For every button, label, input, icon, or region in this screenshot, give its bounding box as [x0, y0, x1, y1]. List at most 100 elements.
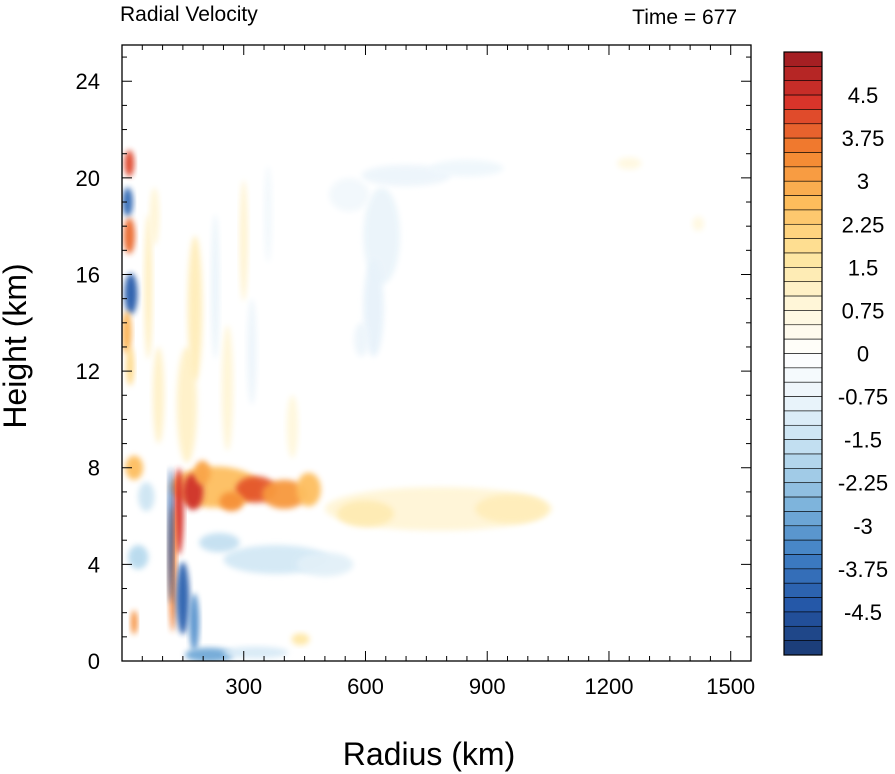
colorbar-box: [783, 410, 823, 426]
field-blob: [189, 593, 200, 652]
chart-title-left: Radial Velocity: [120, 3, 258, 26]
field-blob: [138, 482, 155, 512]
field-blob: [184, 647, 234, 661]
field-blob: [176, 561, 190, 635]
field-blob: [239, 180, 248, 302]
colorbar-box: [783, 109, 823, 125]
field-blob: [617, 157, 642, 170]
colorbar-box: [783, 180, 823, 196]
field-blob: [363, 259, 384, 357]
chart-title-right: Time = 677: [632, 6, 737, 29]
colorbar-box: [783, 468, 823, 484]
colorbar-box: [783, 80, 823, 96]
field-blob: [149, 187, 160, 246]
plot-frame: [121, 44, 752, 662]
colorbar-box: [783, 338, 823, 354]
colorbar-tick-label: 0: [857, 342, 869, 367]
field-blob: [246, 298, 257, 405]
colorbar-box: [783, 66, 823, 82]
field-blob: [168, 467, 174, 604]
colorbar-tick-label: 1.5: [848, 255, 879, 280]
field-blob: [264, 165, 273, 263]
x-tick-label: 600: [347, 674, 384, 699]
colorbar-tick-label: 3: [857, 169, 869, 194]
colorbar-box: [783, 195, 823, 211]
colorbar-tick-label: 0.75: [842, 298, 885, 323]
colorbar-box: [783, 568, 823, 584]
colorbar-tick-label: -1.5: [844, 428, 882, 453]
colorbar-box: [783, 137, 823, 153]
field-blob: [337, 500, 394, 527]
colorbar-box: [783, 166, 823, 182]
field-blob: [296, 552, 354, 577]
x-axis-ticks: 300 600 900 1200 1500: [141, 45, 755, 699]
colorbar-box: [783, 525, 823, 541]
y-tick-label: 16: [76, 262, 100, 287]
field-blob: [430, 159, 504, 177]
field-blob: [363, 187, 400, 285]
field-blob: [126, 346, 135, 386]
field-blob: [130, 610, 138, 635]
field-blob: [123, 217, 135, 254]
field-blob: [187, 235, 203, 381]
y-tick-label: 8: [88, 456, 100, 481]
colorbar-box: [783, 353, 823, 369]
colorbar: [783, 51, 823, 656]
field-blob: [173, 467, 184, 555]
colorbar-box: [783, 152, 823, 168]
colorbar-labels: 4.5 3.75 3 2.25 1.5 0.75 0 -0.75 -1.5 -2.25 -3 -3.7…: [838, 83, 888, 625]
y-tick-label: 24: [76, 69, 100, 94]
colorbar-tick-label: 3.75: [842, 126, 885, 151]
field-blob: [152, 346, 165, 444]
colorbar-box: [783, 51, 823, 67]
field-blob: [122, 187, 133, 217]
field-blob: [199, 532, 240, 553]
x-tick-label: 1200: [584, 674, 633, 699]
field-blob: [194, 460, 211, 485]
colorbar-box: [783, 539, 823, 555]
field-blob: [124, 273, 138, 315]
colorbar-frame: [783, 51, 823, 656]
field-blob: [144, 214, 153, 360]
field-blob: [361, 164, 451, 187]
x-tick-label: 1500: [706, 674, 755, 699]
colorbar-box: [783, 439, 823, 455]
y-tick-label: 12: [76, 359, 100, 384]
field-blob: [122, 310, 132, 355]
y-tick-label: 4: [88, 552, 100, 577]
field-blob: [296, 472, 321, 507]
field-blob: [262, 479, 307, 509]
field-blob: [354, 322, 369, 357]
colorbar-box: [783, 597, 823, 613]
colorbar-box: [783, 223, 823, 239]
field-blob: [176, 346, 198, 463]
colorbar-tick-label: -3.75: [838, 557, 888, 582]
colorbar-box: [783, 123, 823, 139]
colorbar-tick-label: -3: [853, 514, 873, 539]
colorbar-box: [783, 238, 823, 254]
colorbar-box: [783, 625, 823, 641]
colorbar-box: [783, 367, 823, 383]
colorbar-box: [783, 310, 823, 326]
colorbar-box: [783, 252, 823, 268]
colorbar-box: [783, 267, 823, 283]
field-blob: [124, 150, 135, 177]
colorbar-tick-label: 4.5: [848, 83, 879, 108]
colorbar-box: [783, 496, 823, 512]
field-blob: [291, 633, 310, 646]
y-axis-label: Height (km): [0, 263, 33, 428]
field-blob: [128, 545, 149, 570]
colorbar-box: [783, 396, 823, 412]
colorbar-box: [783, 554, 823, 570]
field-blob: [328, 177, 370, 212]
colorbar-box: [783, 324, 823, 340]
colorbar-tick-label: -4.5: [844, 600, 882, 625]
field-blob: [475, 494, 549, 524]
colorbar-box: [783, 295, 823, 311]
y-tick-label: 20: [76, 166, 100, 191]
colorbar-box: [783, 453, 823, 469]
y-axis-ticks: 0 4 8 12 16 20 24: [76, 56, 751, 674]
field-blob: [125, 455, 144, 480]
colorbar-tick-label: -2.25: [838, 471, 888, 496]
